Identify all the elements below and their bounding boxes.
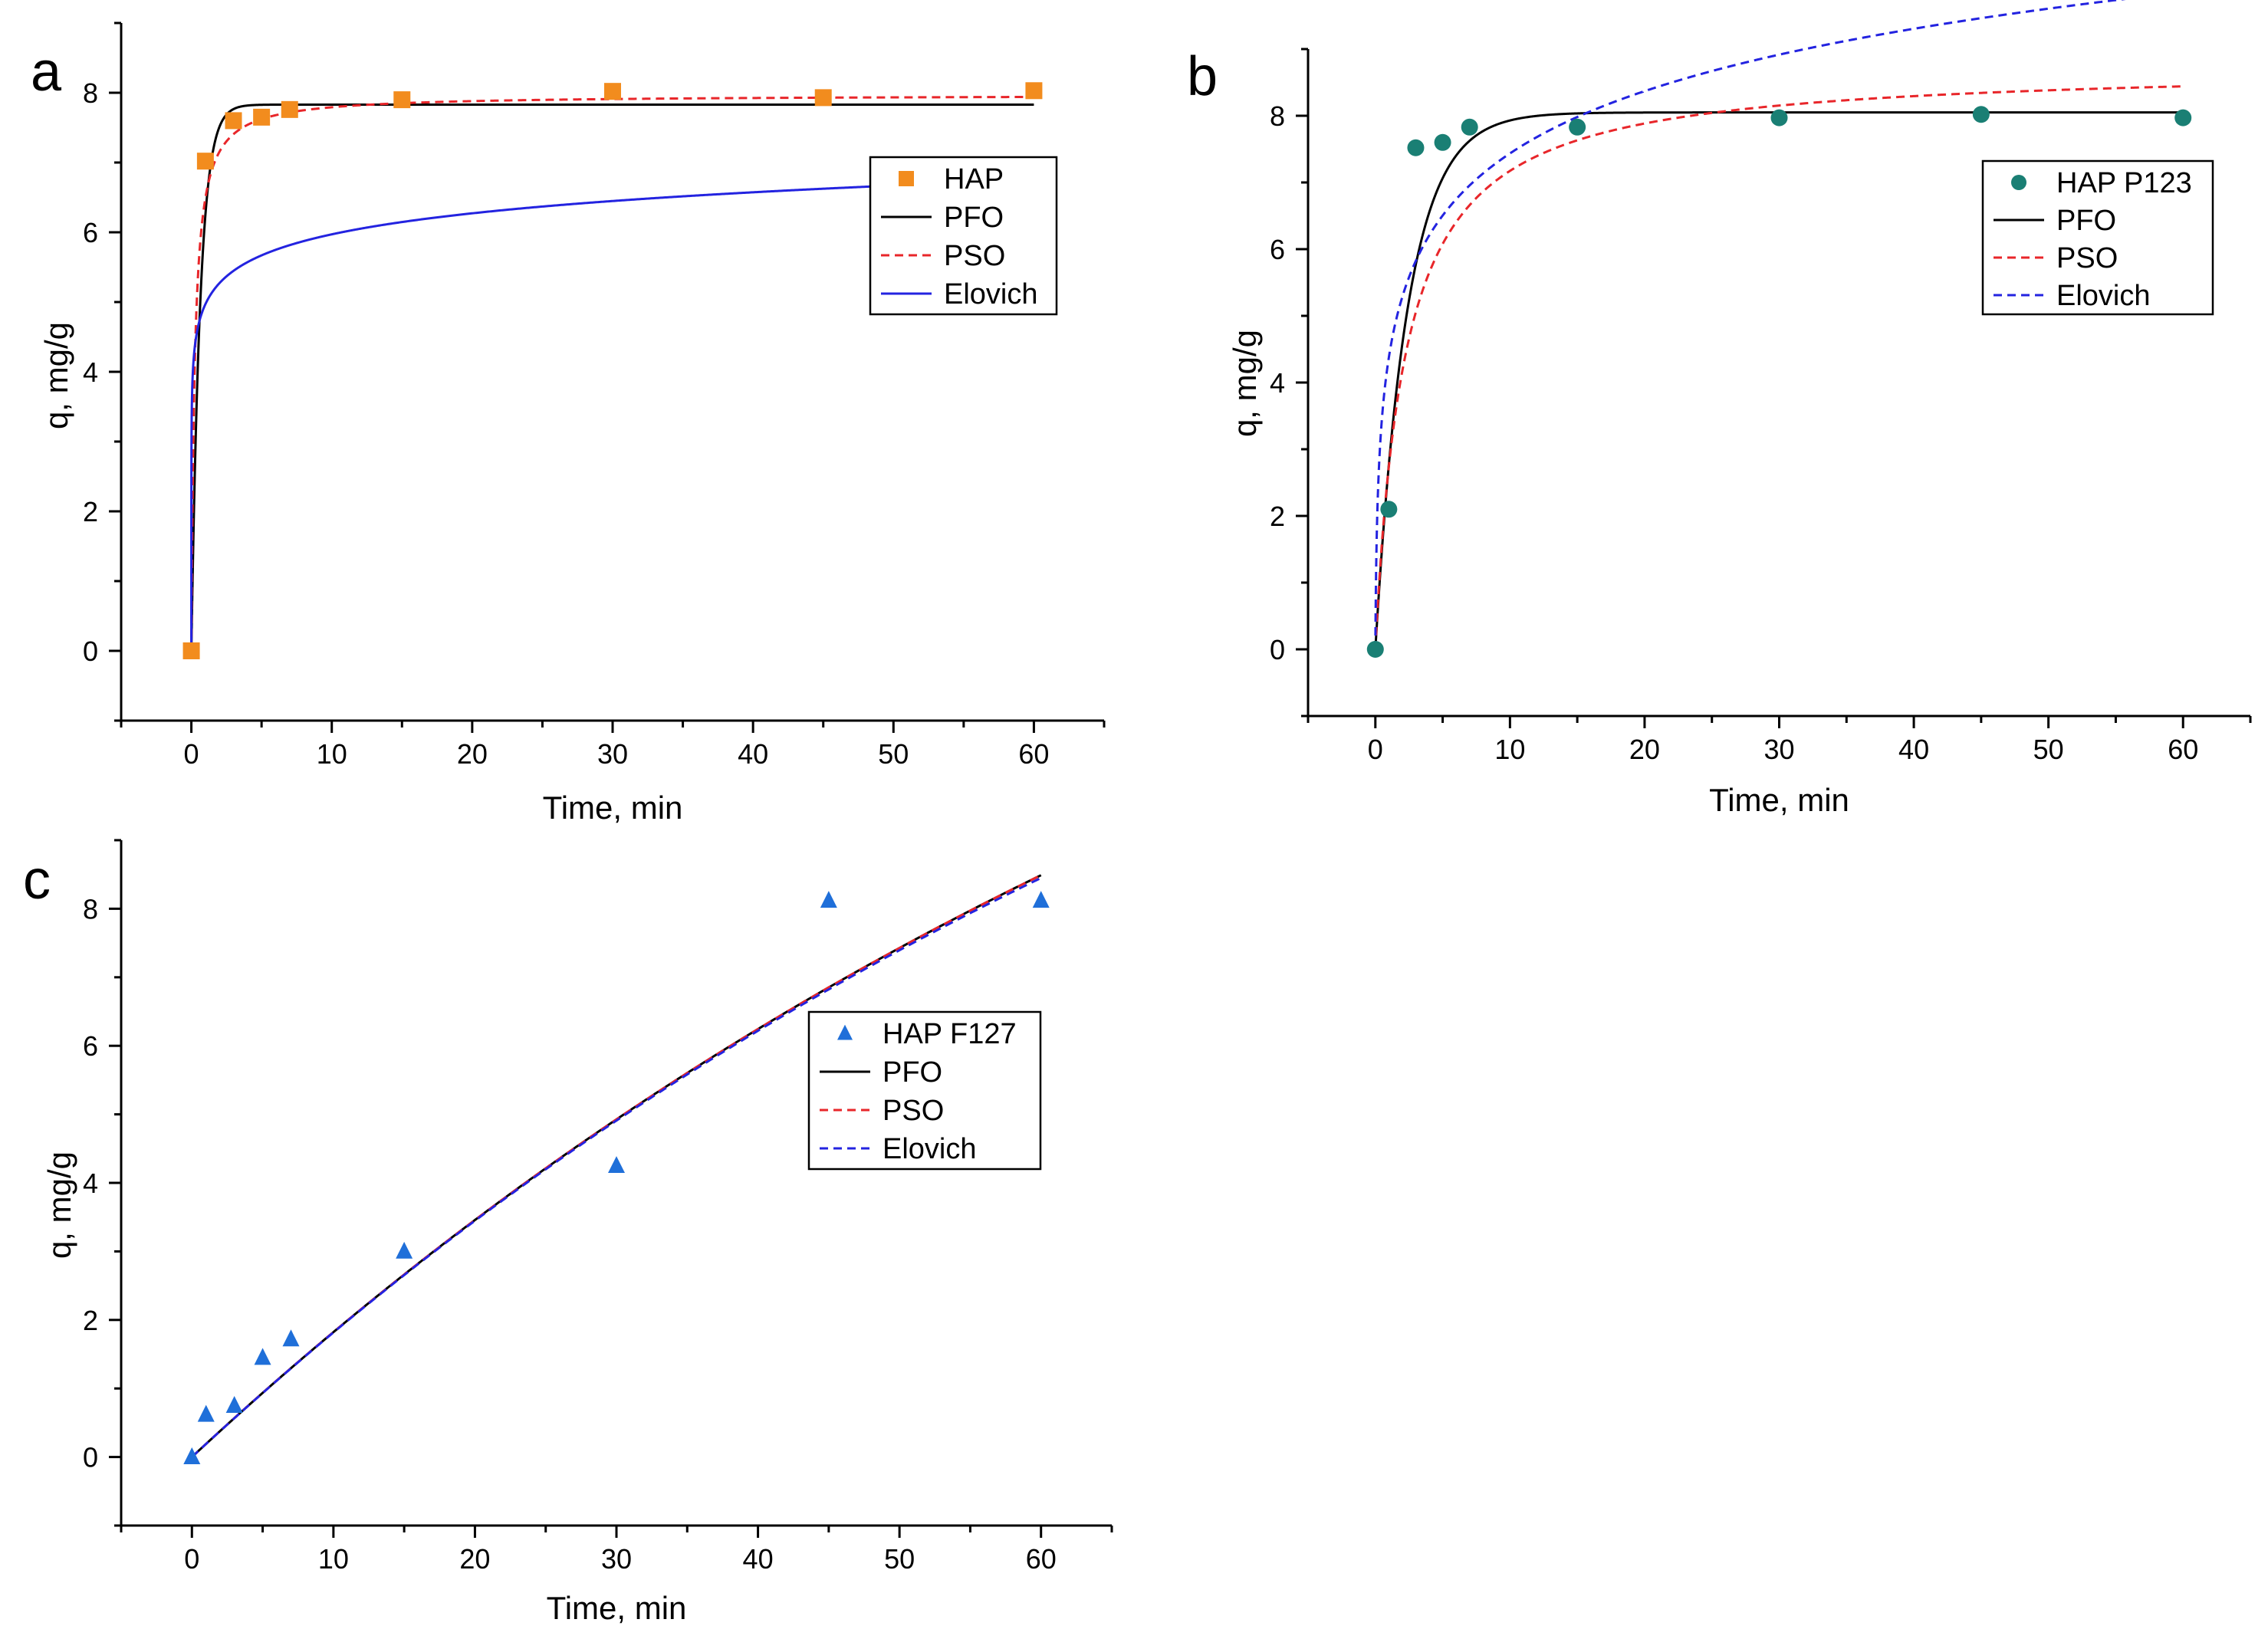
legend-label: PFO — [883, 1056, 942, 1089]
legend-label: Elovich — [2056, 280, 2151, 312]
legend-marker — [899, 171, 914, 186]
data-point — [253, 108, 271, 126]
y-tick-label: 2 — [1270, 501, 1285, 532]
x-tick-label: 40 — [743, 1543, 774, 1575]
data-point — [396, 1241, 413, 1259]
y-axis-title: q, mg/g — [1227, 330, 1263, 437]
y-tick-label: 6 — [1270, 234, 1285, 265]
data-point — [1461, 118, 1478, 136]
x-tick-label: 40 — [738, 738, 768, 770]
data-point — [197, 1404, 215, 1422]
x-tick-label: 10 — [317, 738, 347, 770]
legend-label: PSO — [883, 1095, 944, 1127]
data-point — [820, 891, 837, 908]
legend-label: PSO — [944, 240, 1005, 272]
fit-line-elovich — [190, 179, 1034, 651]
x-axis-title: Time, min — [1709, 782, 1849, 818]
x-tick-label: 60 — [1018, 738, 1049, 770]
legend-marker — [837, 1024, 853, 1040]
data-point — [225, 112, 242, 130]
chart-panel-c: c 0 10 20 30 40 50 60 0 2 4 6 8 Time, min q, mg/g HAP F… — [23, 839, 1113, 1626]
legend-label: PSO — [2056, 242, 2118, 274]
data-point — [282, 1329, 300, 1347]
fit-line-pso — [190, 95, 1034, 651]
legend-label: HAP — [944, 163, 1004, 195]
x-tick-label: 0 — [184, 738, 199, 770]
x-tick-label: 20 — [459, 1543, 490, 1575]
legend-label: HAP F127 — [883, 1018, 1017, 1050]
data-point — [196, 153, 214, 170]
x-tick-label: 50 — [884, 1543, 915, 1575]
legend-label: HAP P123 — [2056, 167, 2192, 199]
data-point — [254, 1348, 271, 1365]
y-tick-label: 0 — [83, 636, 98, 667]
x-tick-label: 30 — [597, 738, 628, 770]
x-tick-label: 10 — [1494, 734, 1525, 765]
x-axis-title: Time, min — [547, 1590, 687, 1626]
panel-label: c — [23, 849, 51, 911]
legend-label: Elovich — [944, 278, 1038, 310]
y-tick-label: 6 — [83, 217, 98, 248]
chart-panel-a: a 0 10 20 30 40 50 60 0 2 4 6 8 Time, min q, mg/g HAP PF… — [31, 21, 1106, 826]
data-point — [1972, 106, 1990, 123]
x-axis-title: Time, min — [543, 790, 683, 826]
data-point — [604, 83, 621, 100]
data-point — [225, 1396, 243, 1413]
x-tick-label: 20 — [457, 738, 488, 770]
x-tick-label: 50 — [878, 738, 909, 770]
y-tick-label: 0 — [83, 1442, 98, 1473]
x-tick-label: 60 — [1026, 1543, 1057, 1575]
data-point — [608, 1156, 625, 1174]
x-tick-label: 60 — [2168, 734, 2198, 765]
y-tick-label: 8 — [83, 893, 98, 925]
data-point — [183, 1447, 201, 1465]
x-tick-label: 40 — [1898, 734, 1929, 765]
fit-line-pfo — [190, 874, 1042, 1459]
x-tick-label: 30 — [1763, 734, 1794, 765]
y-tick-label: 2 — [83, 1305, 98, 1336]
data-point — [1380, 501, 1398, 518]
legend-label: PFO — [2056, 205, 2116, 237]
data-point — [1407, 139, 1425, 156]
legend: HAP PFO PSO Elovich — [869, 156, 1058, 316]
legend: HAP F127 PFO PSO Elovich — [807, 1010, 1042, 1171]
data-point — [1366, 641, 1384, 658]
data-point — [182, 642, 200, 659]
data-point — [1770, 109, 1788, 126]
y-tick-label: 6 — [83, 1030, 98, 1062]
legend-label: Elovich — [883, 1133, 977, 1165]
y-tick-label: 2 — [83, 496, 98, 527]
x-tick-label: 0 — [184, 1543, 199, 1575]
fit-line-elovich — [1374, 0, 2126, 649]
data-point — [1434, 133, 1451, 151]
fit-line-pso — [1374, 85, 2184, 650]
data-point — [281, 100, 298, 118]
x-tick-label: 20 — [1629, 734, 1660, 765]
x-tick-label: 10 — [318, 1543, 349, 1575]
panel-label: b — [1187, 46, 1218, 107]
chart-panel-b: b 0 10 20 30 40 50 60 0 2 4 6 8 Time, min q, mg/g HAP P… — [1187, 0, 2252, 818]
x-tick-label: 50 — [2033, 734, 2064, 765]
data-point — [1025, 82, 1043, 100]
panel-label: a — [31, 41, 62, 103]
data-point — [2174, 109, 2192, 126]
data-point — [814, 89, 832, 107]
y-tick-label: 0 — [1270, 634, 1285, 665]
legend: HAP P123 PFO PSO Elovich — [1981, 159, 2214, 316]
y-tick-label: 4 — [1270, 367, 1285, 399]
legend-marker — [2011, 175, 2026, 190]
data-point — [1032, 891, 1050, 908]
y-axis-title: q, mg/g — [38, 322, 74, 429]
y-tick-label: 4 — [83, 356, 98, 388]
y-tick-label: 8 — [83, 77, 98, 109]
x-tick-label: 0 — [1368, 734, 1383, 765]
y-tick-label: 8 — [1270, 100, 1285, 132]
y-tick-label: 4 — [83, 1168, 98, 1199]
data-point — [1569, 118, 1586, 136]
x-tick-label: 30 — [601, 1543, 632, 1575]
y-axis-title: q, mg/g — [41, 1151, 77, 1259]
legend-label: PFO — [944, 202, 1004, 234]
data-point — [393, 91, 411, 109]
